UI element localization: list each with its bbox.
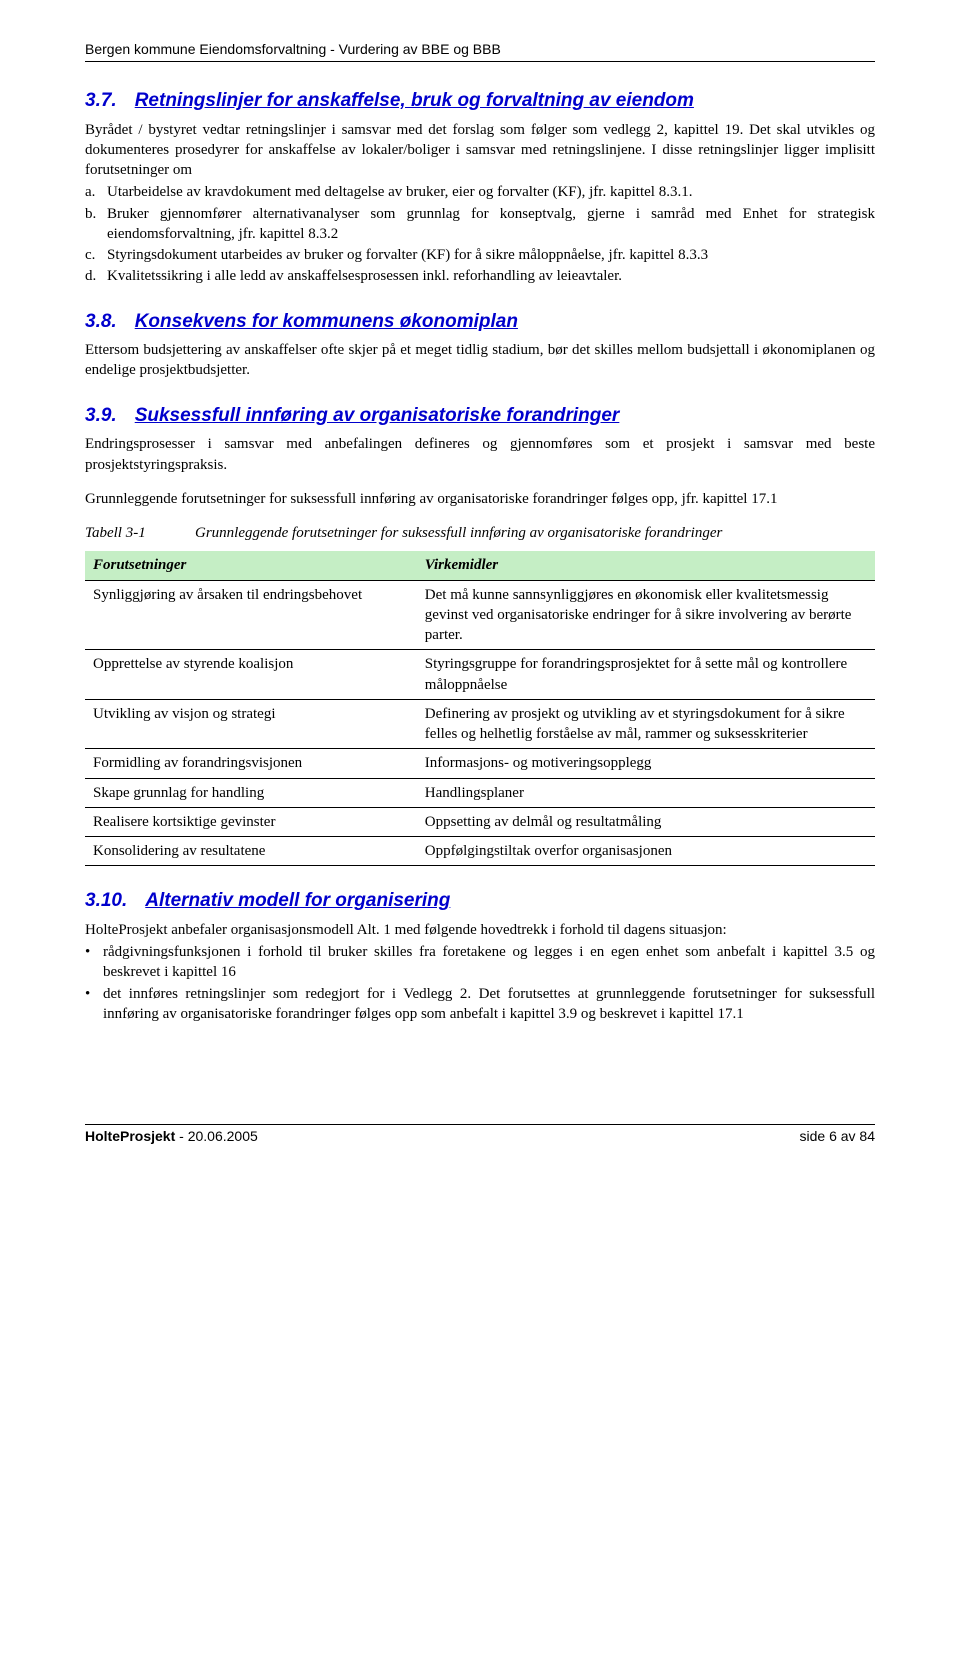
list-item: b.Bruker gjennomfører alternativanalyser… [85, 204, 875, 245]
list-item-key: c. [85, 245, 107, 265]
table-row: Formidling av forandringsvisjonenInforma… [85, 749, 875, 778]
page-header: Bergen kommune Eiendomsforvaltning - Vur… [85, 40, 875, 62]
list-item: c.Styringsdokument utarbeides av bruker … [85, 245, 875, 265]
section-3-9-title: 3.9. Suksessfull innføring av organisator… [85, 403, 875, 429]
footer-left: HolteProsjekt - 20.06.2005 [85, 1127, 258, 1146]
table-caption-label: Tabell 3-1 [85, 523, 195, 543]
table-cell-virkemiddel: Det må kunne sannsynliggjøres en økonomi… [417, 580, 875, 650]
list-item: d.Kvalitetssikring i alle ledd av anskaf… [85, 266, 875, 286]
table-row: Konsolidering av resultateneOppfølgingst… [85, 837, 875, 866]
section-3-7-list: a.Utarbeidelse av kravdokument med delta… [85, 182, 875, 286]
section-text: Retningslinjer for anskaffelse, bruk og … [135, 90, 694, 111]
section-text: Alternativ modell for organisering [145, 890, 450, 911]
table-cell-forutsetning: Formidling av forandringsvisjonen [85, 749, 417, 778]
table-3-1-caption: Tabell 3-1 Grunnleggende forutsetninger … [85, 523, 875, 543]
table-header-row: Forutsetninger Virkemidler [85, 551, 875, 580]
section-number: 3.7. [85, 90, 117, 111]
table-cell-forutsetning: Opprettelse av styrende koalisjon [85, 650, 417, 700]
list-item-text: Bruker gjennomfører alternativanalyser s… [107, 204, 875, 245]
table-row: Realisere kortsiktige gevinsterOppsettin… [85, 807, 875, 836]
table-3-1: Forutsetninger Virkemidler Synliggjøring… [85, 551, 875, 866]
table-cell-forutsetning: Skape grunnlag for handling [85, 778, 417, 807]
table-cell-virkemiddel: Oppfølgingstiltak overfor organisasjonen [417, 837, 875, 866]
table-cell-forutsetning: Utvikling av visjon og strategi [85, 699, 417, 749]
footer-page-number: side 6 av 84 [800, 1127, 876, 1146]
section-3-7-intro: Byrådet / bystyret vedtar retningslinjer… [85, 120, 875, 181]
list-item-text: Utarbeidelse av kravdokument med deltage… [107, 182, 875, 202]
table-header-virkemidler: Virkemidler [417, 551, 875, 580]
table-body: Synliggjøring av årsaken til endringsbeh… [85, 580, 875, 866]
section-number: 3.10. [85, 890, 127, 911]
footer-company: HolteProsjekt [85, 1128, 175, 1144]
bullet-icon: • [85, 984, 103, 1025]
list-item-key: d. [85, 266, 107, 286]
bullet-icon: • [85, 942, 103, 983]
section-3-9-p2: Grunnleggende forutsetninger for suksess… [85, 489, 875, 509]
table-header-forutsetninger: Forutsetninger [85, 551, 417, 580]
section-3-10-title: 3.10. Alternativ modell for organisering [85, 888, 875, 914]
table-row: Skape grunnlag for handlingHandlingsplan… [85, 778, 875, 807]
table-cell-virkemiddel: Definering av prosjekt og utvikling av e… [417, 699, 875, 749]
list-item-key: b. [85, 204, 107, 245]
list-item-text: det innføres retningslinjer som redegjor… [103, 984, 875, 1025]
table-cell-virkemiddel: Informasjons- og motiveringsopplegg [417, 749, 875, 778]
table-cell-forutsetning: Realisere kortsiktige gevinster [85, 807, 417, 836]
table-caption-text: Grunnleggende forutsetninger for suksess… [195, 523, 875, 543]
table-row: Synliggjøring av årsaken til endringsbeh… [85, 580, 875, 650]
section-3-7-title: 3.7. Retningslinjer for anskaffelse, bruk… [85, 88, 875, 114]
section-number: 3.9. [85, 405, 117, 426]
section-text: Konsekvens for kommunens økonomiplan [135, 311, 518, 332]
section-3-8-body: Ettersom budsjettering av anskaffelser o… [85, 340, 875, 381]
section-3-9-p1: Endringsprosesser i samsvar med anbefali… [85, 434, 875, 475]
list-item-text: Styringsdokument utarbeides av bruker og… [107, 245, 875, 265]
table-cell-forutsetning: Synliggjøring av årsaken til endringsbeh… [85, 580, 417, 650]
table-row: Opprettelse av styrende koalisjonStyring… [85, 650, 875, 700]
section-3-10-bullets: •rådgivningsfunksjonen i forhold til bru… [85, 942, 875, 1024]
list-item-text: rådgivningsfunksjonen i forhold til bruk… [103, 942, 875, 983]
list-item-key: a. [85, 182, 107, 202]
section-3-8-title: 3.8. Konsekvens for kommunens økonomiplan [85, 309, 875, 335]
list-item: •det innføres retningslinjer som redegjo… [85, 984, 875, 1025]
table-cell-virkemiddel: Styringsgruppe for forandringsprosjektet… [417, 650, 875, 700]
section-number: 3.8. [85, 311, 117, 332]
table-cell-virkemiddel: Oppsetting av delmål og resultatmåling [417, 807, 875, 836]
section-text: Suksessfull innføring av organisatoriske… [135, 405, 620, 426]
table-row: Utvikling av visjon og strategiDefinerin… [85, 699, 875, 749]
list-item-text: Kvalitetssikring i alle ledd av anskaffe… [107, 266, 875, 286]
section-3-10-intro: HolteProsjekt anbefaler organisasjonsmod… [85, 920, 875, 940]
list-item: a.Utarbeidelse av kravdokument med delta… [85, 182, 875, 202]
table-cell-forutsetning: Konsolidering av resultatene [85, 837, 417, 866]
list-item: •rådgivningsfunksjonen i forhold til bru… [85, 942, 875, 983]
page-footer: HolteProsjekt - 20.06.2005 side 6 av 84 [85, 1124, 875, 1146]
table-cell-virkemiddel: Handlingsplaner [417, 778, 875, 807]
footer-date: - 20.06.2005 [175, 1128, 258, 1144]
